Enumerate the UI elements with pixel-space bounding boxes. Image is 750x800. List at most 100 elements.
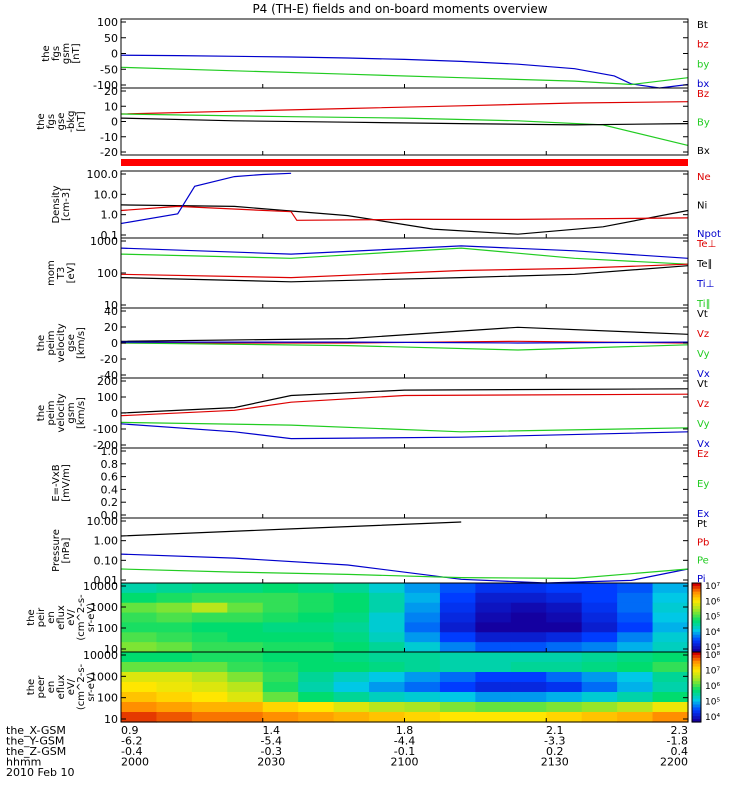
series-line-Bx bbox=[120, 117, 689, 126]
y-tick-label: 0.01 bbox=[94, 574, 119, 587]
heatmap-cell bbox=[581, 602, 618, 614]
heatmap-cell bbox=[652, 622, 689, 633]
heatmap-cell bbox=[546, 692, 583, 703]
colorbar-step bbox=[692, 637, 701, 642]
legend-Vz: Vz bbox=[697, 329, 709, 340]
heatmap-cell bbox=[475, 612, 512, 624]
legend-Ex: Ex bbox=[697, 509, 709, 520]
colorbar-label: 10⁶ bbox=[705, 682, 720, 692]
colorbar-step bbox=[692, 646, 701, 650]
heatmap-cell bbox=[262, 642, 299, 653]
heatmap-cell bbox=[121, 612, 158, 624]
y-axis-label-line: Pressure bbox=[51, 529, 62, 572]
heatmap-cell bbox=[369, 622, 406, 633]
y-tick-label: 0.4 bbox=[101, 483, 119, 496]
heatmap-cell bbox=[510, 592, 547, 604]
heatmap-cell bbox=[546, 592, 583, 604]
legend-Pi: Pi bbox=[697, 574, 706, 585]
heatmap-cell bbox=[333, 652, 370, 663]
heatmap-cell bbox=[617, 602, 654, 614]
heatmap-cell bbox=[546, 642, 583, 653]
heatmap-cell bbox=[510, 583, 547, 594]
y-axis-label-line: the bbox=[41, 45, 52, 61]
colorbar-step bbox=[692, 652, 701, 656]
heatmap-cell bbox=[191, 592, 228, 604]
footer-value: -1.8 bbox=[667, 735, 688, 748]
heatmap-cell bbox=[617, 642, 654, 653]
y-tick-label: 10.0 bbox=[94, 188, 119, 201]
colorbar-step bbox=[692, 707, 701, 711]
y-tick-label: 0.0 bbox=[101, 509, 119, 522]
heatmap-cell bbox=[121, 712, 158, 723]
y-axis-label-line: velocity bbox=[56, 393, 67, 432]
colorbar-step bbox=[692, 594, 701, 598]
heatmap-cell bbox=[333, 592, 370, 604]
colorbar-step bbox=[692, 695, 701, 700]
y-axis-label-line: the bbox=[36, 113, 47, 129]
colorbar-label: 10⁷ bbox=[705, 582, 720, 592]
heatmap-cell bbox=[510, 702, 547, 713]
y-axis-label-line: fgs bbox=[46, 114, 57, 129]
colorbar-step bbox=[692, 588, 701, 593]
heatmap-cell bbox=[298, 602, 335, 614]
heatmap-cell bbox=[121, 592, 158, 604]
heatmap-cell bbox=[652, 602, 689, 614]
y-tick-label: -100 bbox=[93, 79, 118, 92]
heatmap-cell bbox=[617, 612, 654, 624]
heatmap-cell bbox=[404, 652, 441, 663]
y-tick-label: -100 bbox=[93, 423, 118, 436]
y-axis-label-line: en bbox=[46, 681, 57, 694]
y-tick-label: 10000 bbox=[83, 649, 118, 662]
heatmap-cell bbox=[156, 712, 193, 723]
colorbar-step bbox=[692, 623, 701, 627]
heatmap-cell bbox=[439, 602, 476, 614]
legend-bx: bx bbox=[697, 79, 709, 90]
heatmap-cell bbox=[121, 642, 158, 653]
series-line-Vt bbox=[120, 388, 689, 414]
y-axis-label-line: en bbox=[46, 611, 57, 624]
heatmap-cell bbox=[156, 662, 193, 673]
heatmap-cell bbox=[262, 652, 299, 663]
colorbar-step bbox=[692, 634, 701, 639]
series-line-Te∥ bbox=[120, 265, 689, 283]
y-tick-label: 10 bbox=[104, 643, 118, 656]
heatmap-cell bbox=[369, 702, 406, 713]
footer-value: 2000 bbox=[121, 756, 149, 769]
heatmap-cell bbox=[439, 672, 476, 683]
heatmap-cell bbox=[546, 682, 583, 693]
heatmap-cell bbox=[227, 642, 264, 653]
heatmap-cell bbox=[262, 632, 299, 643]
heatmap-cell bbox=[156, 692, 193, 703]
legend-Vy: Vy bbox=[697, 419, 710, 430]
series-line-Bz bbox=[120, 101, 689, 115]
heatmap-cell bbox=[510, 622, 547, 633]
y-axis-label-line: the bbox=[26, 609, 37, 625]
heatmap-cell bbox=[156, 622, 193, 633]
chart-title: P4 (TH-E) fields and on-board moments ov… bbox=[252, 2, 547, 16]
heatmap-cell bbox=[475, 622, 512, 633]
legend-Ti⊥: Ti⊥ bbox=[696, 279, 714, 290]
date-label: 2010 Feb 10 bbox=[6, 766, 74, 779]
heatmap-cell bbox=[369, 712, 406, 723]
heatmap-cell bbox=[510, 612, 547, 624]
heatmap-cell bbox=[652, 672, 689, 683]
series-line-Te⊥ bbox=[120, 263, 689, 279]
y-tick-label: 10.00 bbox=[87, 515, 119, 528]
y-tick-label: -50 bbox=[100, 63, 118, 76]
y-tick-label: 200 bbox=[97, 375, 118, 388]
y-tick-label: 100 bbox=[97, 692, 118, 705]
heatmap-cell bbox=[475, 672, 512, 683]
footer-row-label: the_Z-GSM bbox=[6, 745, 66, 758]
heatmap-cell bbox=[121, 622, 158, 633]
heatmap-cell bbox=[191, 652, 228, 663]
heatmap-cell bbox=[475, 642, 512, 653]
y-axis-label-line: peir bbox=[36, 607, 47, 627]
heatmap-cell bbox=[617, 692, 654, 703]
heatmap-cell bbox=[581, 672, 618, 683]
y-tick-label: 20 bbox=[104, 85, 118, 98]
series-line-Npot bbox=[120, 172, 292, 225]
y-tick-label: 0.6 bbox=[101, 471, 119, 484]
heatmap-cell bbox=[227, 652, 264, 663]
heatmap-cell bbox=[404, 642, 441, 653]
heatmap-cell bbox=[262, 682, 299, 693]
